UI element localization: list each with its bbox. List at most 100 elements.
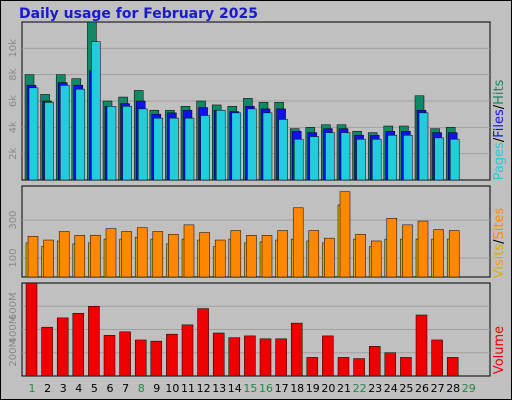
y-tick-label: 8k bbox=[8, 68, 19, 80]
x-tick-label: 6 bbox=[107, 382, 114, 395]
y-tick-label: 100 bbox=[8, 248, 19, 267]
sites-bar bbox=[433, 229, 444, 278]
volume-bar bbox=[228, 337, 241, 377]
sites-bar bbox=[199, 232, 210, 278]
x-tick-label: 25 bbox=[399, 382, 413, 395]
pages-bar bbox=[403, 134, 413, 181]
y-tick-label: 600M bbox=[8, 292, 19, 320]
volume-bar bbox=[322, 335, 334, 377]
volume-bar bbox=[150, 340, 163, 377]
sites-bar bbox=[27, 235, 39, 278]
y-tick-label: 400M bbox=[8, 316, 19, 344]
pages-bar bbox=[91, 41, 101, 181]
x-tick-label: 29 bbox=[462, 382, 476, 395]
sites-bar bbox=[121, 231, 132, 278]
pages-bar bbox=[122, 106, 132, 181]
volume-bar bbox=[415, 314, 428, 377]
sites-bar bbox=[214, 239, 226, 278]
pages-bar bbox=[59, 84, 70, 181]
pages-bar bbox=[247, 108, 257, 181]
volume-bar bbox=[431, 339, 443, 377]
x-tick-label: 16 bbox=[259, 382, 273, 395]
sites-bar bbox=[90, 235, 101, 278]
pages-bar bbox=[153, 117, 164, 181]
x-tick-label: 10 bbox=[165, 382, 179, 395]
sites-bar bbox=[355, 234, 366, 278]
pages-bar bbox=[356, 138, 366, 181]
sites-bar bbox=[183, 224, 195, 278]
pages-bar bbox=[418, 112, 429, 181]
y-tick-label: 6k bbox=[8, 95, 19, 107]
x-tick-label: 20 bbox=[321, 382, 335, 395]
y-tick-label: 300 bbox=[8, 211, 19, 230]
sites-bar bbox=[74, 235, 86, 278]
x-tick-label: 12 bbox=[197, 382, 211, 395]
y-tick-label: 2k bbox=[8, 147, 19, 159]
sites-bar bbox=[370, 240, 382, 278]
x-tick-label: 27 bbox=[431, 382, 445, 395]
sites-bar bbox=[230, 230, 242, 278]
x-tick-label: 13 bbox=[212, 382, 226, 395]
volume-bar bbox=[259, 338, 272, 377]
x-tick-label: 9 bbox=[153, 382, 160, 395]
sites-bar bbox=[152, 231, 164, 278]
x-tick-label: 22 bbox=[353, 382, 367, 395]
x-tick-label: 5 bbox=[91, 382, 98, 395]
volume-bar bbox=[290, 322, 303, 377]
volume-bar bbox=[56, 317, 69, 377]
pages-bar bbox=[262, 112, 273, 181]
x-tick-label: 19 bbox=[306, 382, 320, 395]
volume-bar bbox=[368, 346, 381, 377]
pages-bar bbox=[449, 138, 460, 181]
sites-bar bbox=[339, 191, 351, 278]
x-tick-label: 14 bbox=[228, 382, 242, 395]
panel-legend-hits: Pages/Files/Hits bbox=[492, 79, 507, 180]
sites-bar bbox=[308, 230, 320, 278]
x-tick-label: 8 bbox=[138, 382, 145, 395]
volume-bar bbox=[212, 332, 225, 377]
volume-bar bbox=[166, 333, 178, 377]
volume-bar bbox=[353, 358, 365, 377]
panel-legend-volume: Volume bbox=[492, 326, 507, 374]
volume-bar bbox=[88, 306, 100, 377]
y-tick-label: 10k bbox=[8, 39, 19, 58]
pages-bar bbox=[278, 119, 288, 181]
pages-bar bbox=[309, 136, 320, 181]
pages-bar bbox=[371, 138, 382, 181]
volume-bar bbox=[446, 357, 459, 377]
pages-bar bbox=[200, 115, 210, 181]
pages-bar bbox=[325, 132, 335, 181]
volume-bar bbox=[41, 326, 53, 377]
sites-bar bbox=[277, 230, 288, 278]
sites-bar bbox=[386, 217, 398, 278]
volume-bar bbox=[275, 338, 287, 377]
x-tick-label: 3 bbox=[60, 382, 67, 395]
pages-bar bbox=[215, 109, 226, 181]
x-tick-label: 24 bbox=[384, 382, 398, 395]
volume-bar bbox=[134, 339, 147, 377]
pages-bar bbox=[293, 138, 304, 181]
pages-bar bbox=[184, 117, 195, 181]
sites-bar bbox=[246, 235, 257, 278]
x-tick-label: 1 bbox=[29, 382, 36, 395]
pages-bar bbox=[434, 137, 444, 181]
sites-bar bbox=[168, 234, 179, 278]
pages-bar bbox=[340, 132, 351, 181]
volume-bar bbox=[244, 335, 256, 377]
pages-bar bbox=[75, 88, 86, 181]
x-tick-label: 28 bbox=[446, 382, 460, 395]
sites-bar bbox=[417, 220, 429, 278]
x-tick-label: 17 bbox=[275, 382, 289, 395]
pages-bar bbox=[106, 106, 117, 181]
volume-bar bbox=[384, 352, 397, 377]
pages-bar bbox=[231, 112, 242, 181]
volume-bar bbox=[400, 357, 412, 377]
x-tick-label: 18 bbox=[290, 382, 304, 395]
volume-bar bbox=[337, 357, 350, 377]
sites-bar bbox=[448, 230, 460, 278]
volume-bar bbox=[72, 312, 85, 377]
chart-title: Daily usage for February 2025 bbox=[19, 6, 258, 22]
volume-bar bbox=[103, 335, 116, 377]
sites-bar bbox=[58, 231, 70, 278]
